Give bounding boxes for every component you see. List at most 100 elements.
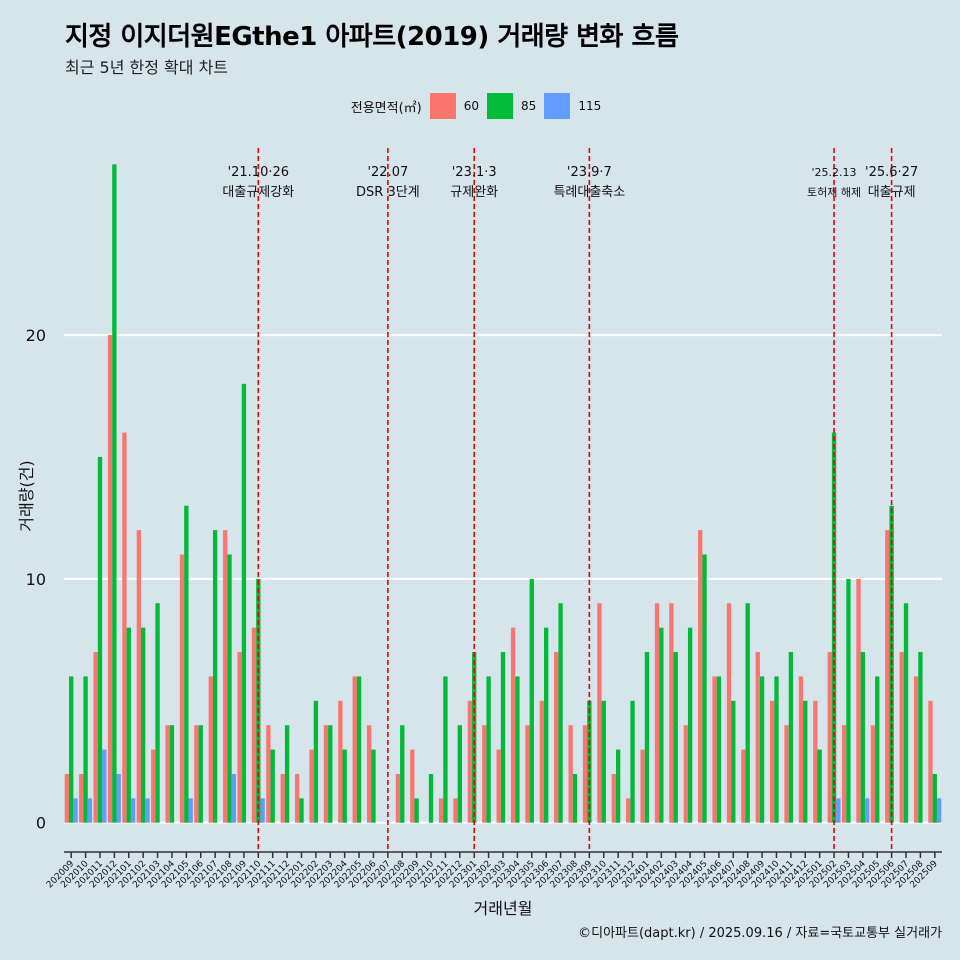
legend: 전용면적(㎡) 60 85 115 [0,93,960,119]
event-label: 규제완화 [450,185,498,200]
y-tick-label: 20 [26,326,46,345]
bar-115-202011 [102,749,107,823]
bar-60-202009 [64,773,70,823]
bar-85-202103 [155,603,160,823]
bar-115-202504 [864,798,870,823]
y-tick-label: 0 [36,814,46,833]
bar-85-202203 [328,725,333,823]
bar-85-202507 [903,603,909,823]
legend-label-115: 115 [578,99,602,113]
bar-60-202412 [798,676,804,823]
bar-85-202302 [486,676,491,823]
bar-85-202501 [817,749,822,823]
bar-85-202304 [515,676,520,823]
bar-60-202208 [395,773,401,823]
y-axis-title: 거래량(건) [17,460,36,531]
chart-title: 지정 이지더원EGthe1 아파트(2019) 거래량 변화 흐름 [65,22,679,52]
bar-85-202102 [141,627,146,823]
chart-subtitle: 최근 5년 한정 확대 차트 [65,58,229,77]
bar-85-202504 [860,652,865,823]
x-axis-title: 거래년월 [474,899,533,918]
bar-60-202101 [122,432,127,823]
bar-85-202205 [356,676,362,823]
bar-85-202204 [342,749,347,823]
legend-label-85: 85 [521,99,537,113]
bar-85-202202 [313,700,319,823]
bar-85-202505 [875,676,880,823]
bar-60-202502 [827,652,832,823]
bar-85-202303 [500,652,506,823]
bar-60-202106 [194,725,199,823]
source-caption: ©디아파트(dapt.kr) / 2025.09.16 / 자료=국토교통부 실… [578,926,942,941]
bar-85-202306 [544,627,549,823]
bar-85-202301 [472,652,477,823]
bar-85-202401 [644,652,650,823]
event-date: '25.2.13 [812,166,857,179]
bar-85-202210 [428,773,434,823]
bar-115-202509 [936,798,942,823]
bar-60-202112 [280,773,285,823]
legend-item-60: 60 [429,93,479,119]
bar-115-202110 [260,798,265,823]
bar-60-202506 [885,530,890,823]
bar-60-202310 [597,603,602,823]
bar-85-202104 [169,725,175,823]
event-date: '23.9·7 [567,165,612,180]
bar-60-202211 [438,798,444,823]
bar-85-202212 [457,725,462,823]
bar-85-202109 [241,383,247,823]
bar-85-202410 [774,676,779,823]
legend-swatch-85 [487,93,514,119]
y-tick-label: 10 [26,570,46,589]
bar-60-202307 [554,652,559,823]
legend-swatch-115 [544,93,571,119]
bar-85-202106 [198,725,203,823]
bar-60-202408 [741,749,746,823]
bar-60-202410 [769,700,775,823]
bar-60-202311 [611,773,616,823]
bar-60-202010 [79,773,84,823]
bar-85-202308 [572,773,578,823]
bar-115-202105 [188,798,193,823]
bar-85-202405 [702,554,707,823]
bar-60-202201 [295,773,300,823]
bar-115-202102 [145,798,150,823]
bar-85-202508 [918,652,923,823]
bar-60-202401 [640,749,645,823]
event-label: 특례대출축소 [553,185,625,200]
bar-85-202206 [371,749,376,823]
bar-60-202503 [841,725,847,823]
bar-60-202109 [237,652,242,823]
bar-60-202104 [165,725,170,823]
bar-85-202107 [212,530,218,823]
bar-60-202409 [755,652,760,823]
bar-60-202501 [813,700,818,823]
bar-60-202206 [366,725,372,823]
bar-85-202311 [615,749,621,823]
bar-60-202407 [726,603,732,823]
bar-60-202403 [669,603,674,823]
bar-85-202208 [400,725,405,823]
event-date: '23.1·3 [452,165,497,180]
bar-60-202402 [654,603,660,823]
bar-85-202101 [126,627,131,823]
bar-60-202205 [352,676,357,823]
bar-60-202508 [913,676,919,823]
bar-85-202112 [284,725,290,823]
bar-60-202504 [856,578,861,823]
bar-115-202502 [836,798,841,823]
bar-60-202301 [467,700,473,823]
bar-85-202105 [184,505,189,823]
bar-60-202204 [338,700,343,823]
bar-60-202212 [453,798,458,823]
bar-60-202110 [251,627,257,823]
bar-60-202302 [482,725,487,823]
bar-115-202009 [73,798,78,823]
bar-115-202010 [87,798,93,823]
event-label: DSR 3단계 [356,185,420,200]
legend-title: 전용면적(㎡) [350,100,422,116]
bar-85-202310 [601,700,606,823]
bar-115-202101 [130,798,136,823]
bar-60-202111 [266,725,271,823]
